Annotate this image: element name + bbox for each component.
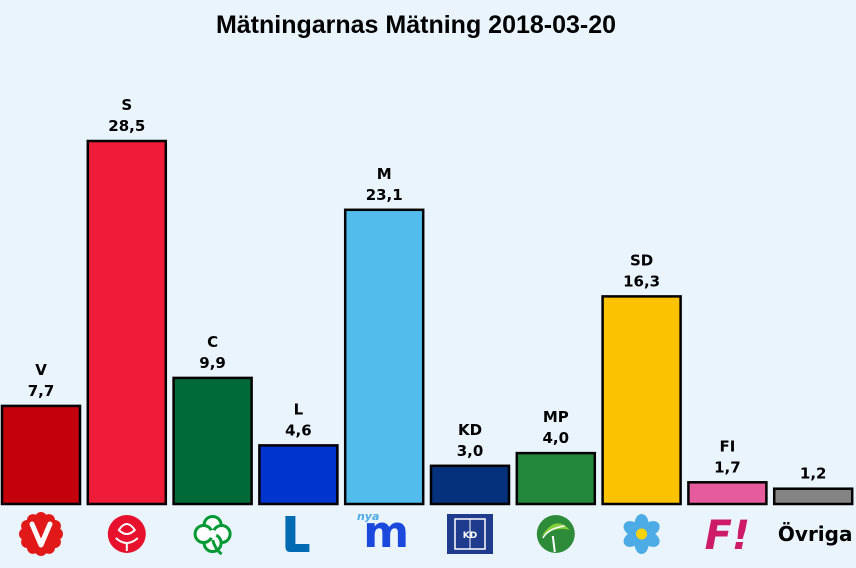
bars-layer <box>0 139 854 506</box>
category-label-sd: SD <box>630 251 653 269</box>
ovriga-label: Övriga <box>778 522 853 546</box>
v-logo-icon <box>19 512 63 556</box>
value-label-kd: 3,0 <box>457 442 484 460</box>
value-label-l: 4,6 <box>285 421 312 439</box>
fi-logo-text: F! <box>705 513 751 559</box>
fi-logo-icon: F! <box>705 513 751 559</box>
kd-logo-text: KD <box>463 531 477 541</box>
dandelion-logo-icon <box>536 515 575 553</box>
value-label-m: 23,1 <box>366 186 403 204</box>
value-label-s: 28,5 <box>108 117 145 135</box>
category-label-kd: KD <box>458 421 482 439</box>
bar-s <box>86 139 168 506</box>
bar-sd <box>601 295 682 506</box>
category-label-s: S <box>121 96 132 114</box>
category-label-c: C <box>207 333 218 351</box>
category-label-v: V <box>35 361 47 379</box>
kd-logo-icon: KD <box>447 514 493 554</box>
value-label-sd: 16,3 <box>623 272 660 290</box>
bar-m <box>343 208 425 506</box>
labels-layer: V 7,7 S 28,5 C 9,9 L 4,6 M 23,1 KD 3,0 MP 4,0 SD 16,3 FI… <box>28 96 827 483</box>
ovriga-label-text: Övriga <box>778 522 853 546</box>
bar-mp <box>515 451 597 506</box>
category-label-mp: MP <box>543 408 569 426</box>
value-label-fi: 1,7 <box>714 458 741 476</box>
bar-kd <box>429 464 511 506</box>
anemone-logo-icon <box>623 514 660 554</box>
bar-fi <box>687 481 768 506</box>
bar-l <box>258 444 339 506</box>
l-logo-icon <box>285 516 310 552</box>
chart-title: Mätningarnas Mätning 2018-03-20 <box>216 11 616 39</box>
m-logo-text: m <box>363 507 409 558</box>
rose-logo-icon <box>107 515 146 553</box>
value-label-ovriga: 1,2 <box>800 465 827 483</box>
bar-c <box>172 376 253 506</box>
clover-logo-icon <box>193 515 232 556</box>
category-label-m: M <box>377 165 392 183</box>
m-logo-subtext: nya <box>357 510 379 523</box>
bar-ovriga <box>772 487 854 506</box>
category-label-l: L <box>294 400 304 418</box>
value-label-c: 9,9 <box>199 354 226 372</box>
value-label-v: 7,7 <box>28 382 55 400</box>
value-label-mp: 4,0 <box>543 429 570 447</box>
bar-v <box>0 404 82 506</box>
category-label-fi: FI <box>719 437 735 455</box>
